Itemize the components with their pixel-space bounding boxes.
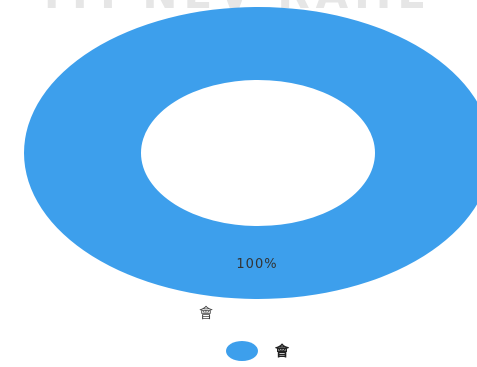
legend-swatch[interactable] xyxy=(226,341,258,361)
slices-group xyxy=(24,7,477,299)
pie-slice-0[interactable] xyxy=(24,7,477,299)
legend[interactable]: 會 xyxy=(226,341,290,361)
slice-percent-label: 100% xyxy=(236,257,277,272)
slice-outer-label: 會 xyxy=(199,306,213,322)
legend-label[interactable]: 會 xyxy=(274,343,290,360)
